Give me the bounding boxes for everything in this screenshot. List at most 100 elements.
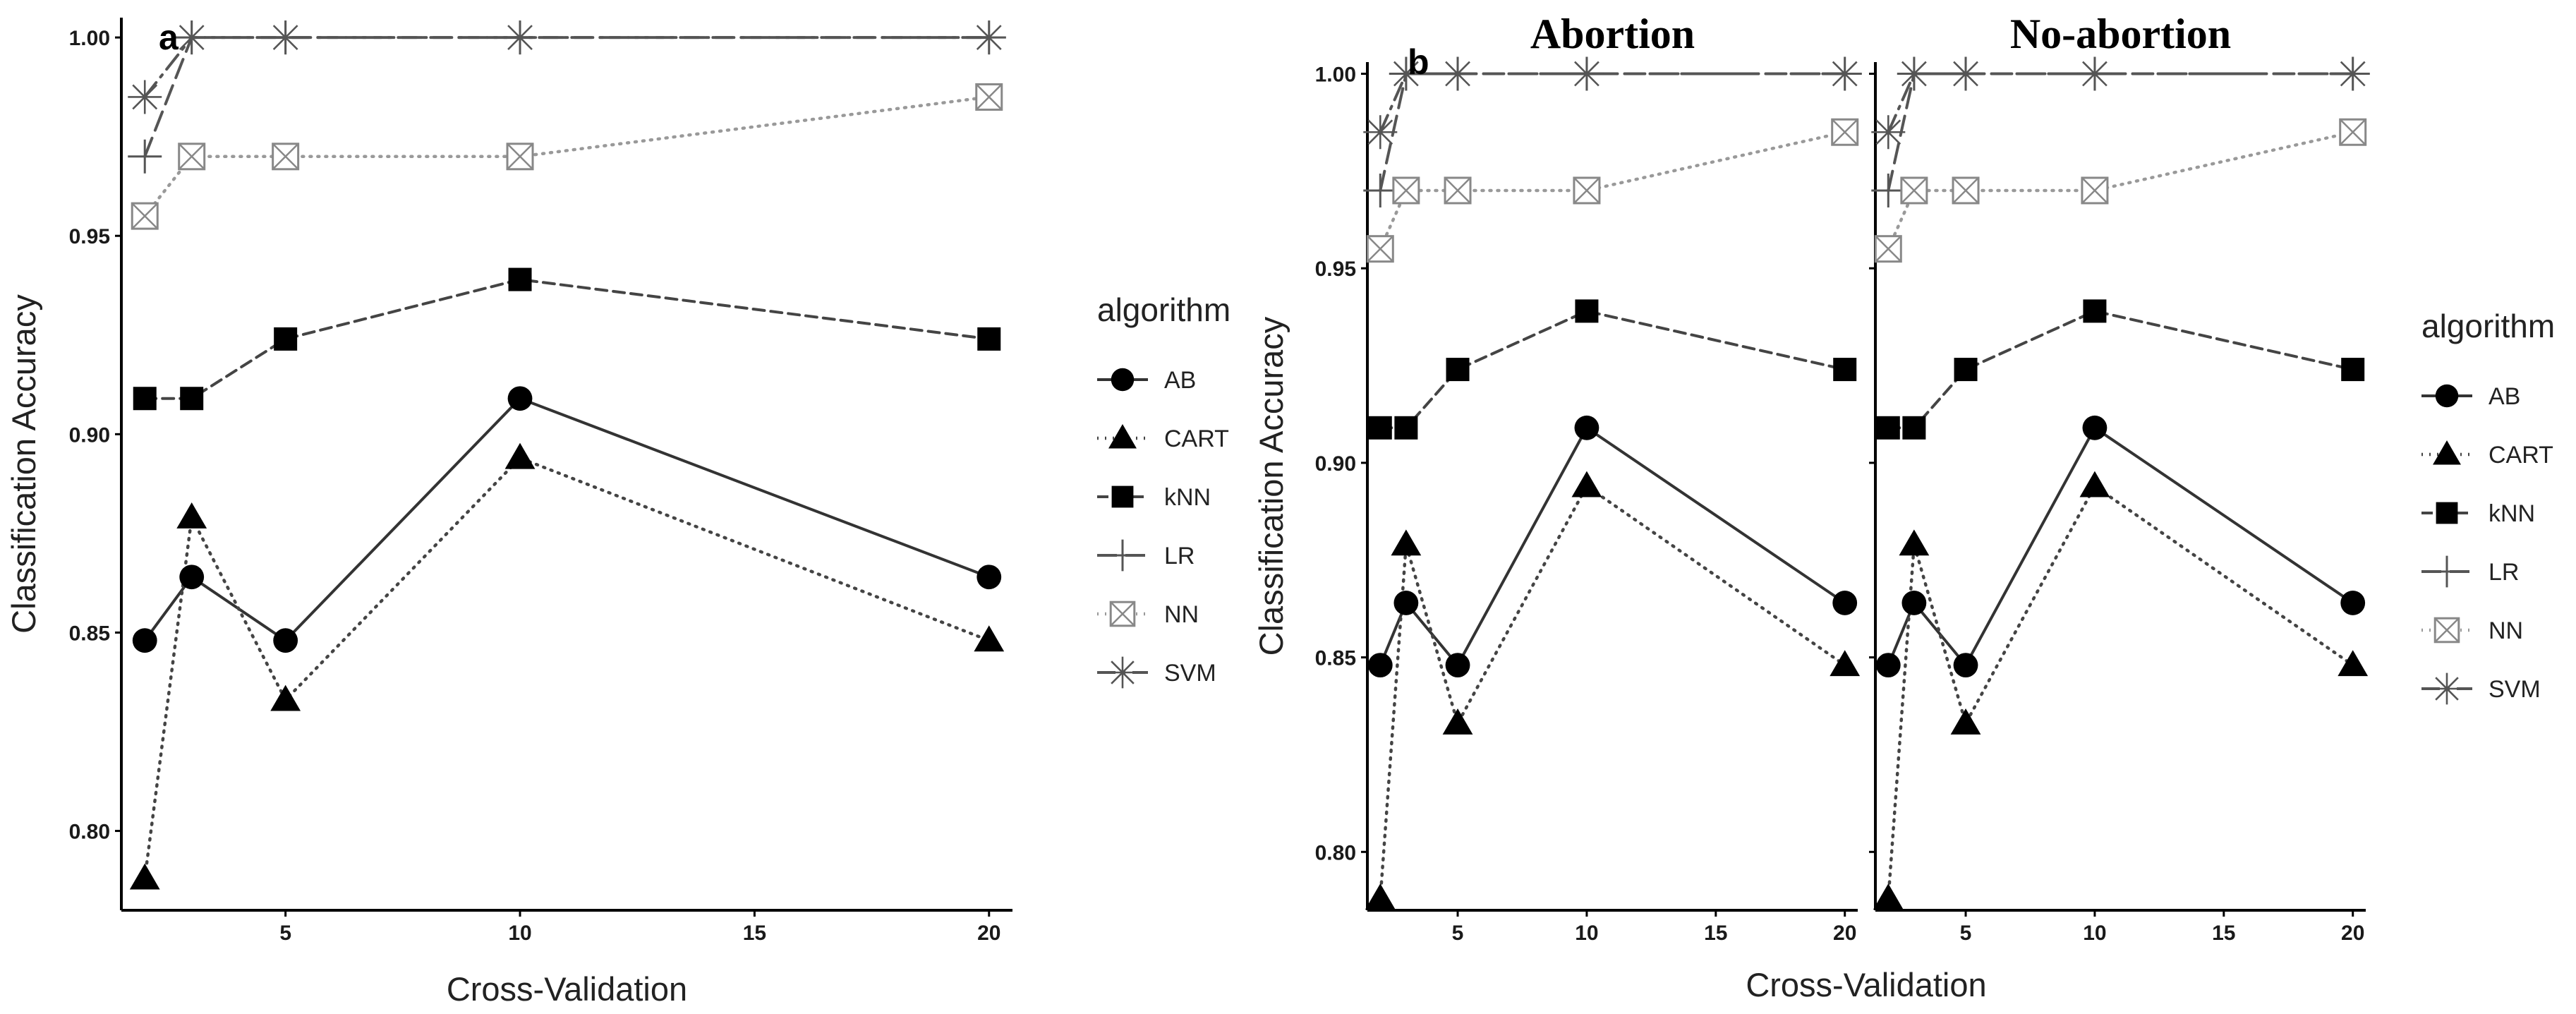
b2-point-svm — [2077, 56, 2112, 91]
b1-point-cart — [1391, 529, 1422, 556]
b1-point-svm — [1569, 56, 1604, 91]
b-legend-marker-svm-shape — [2431, 672, 2463, 705]
b2-x-tick-label: 15 — [2212, 922, 2235, 945]
a-point-nn — [272, 143, 300, 171]
b2-point-ab-shape — [1953, 653, 1978, 678]
b2-point-cart — [1950, 708, 1981, 735]
a-y-tick-label: 0.80 — [69, 821, 110, 844]
b2-point-svm-shape — [2335, 56, 2370, 91]
b2-point-knn — [1954, 358, 1978, 382]
b-legend-marker-knn — [2436, 502, 2458, 524]
b2-x-tick-label: 20 — [2341, 922, 2364, 945]
b1-point-knn-shape — [1575, 299, 1599, 323]
b-legend-title: algorithm — [2421, 308, 2555, 344]
b-facet-1: 5 10 15 20 0.80 0.85 0.90 0.95 1.00 Abortion — [1315, 11, 1862, 945]
b2-point-svm-shape — [1897, 56, 1931, 91]
b1-point-cart — [1365, 883, 1396, 910]
b-legend-key-svm — [2421, 672, 2472, 705]
a-point-cart — [129, 863, 160, 890]
b1-point-svm-shape — [1569, 56, 1604, 91]
a-point-ab — [132, 628, 157, 653]
b2-point-cart-shape — [2079, 471, 2110, 497]
b1-point-cart-shape — [1442, 708, 1473, 735]
b2-point-ab — [1875, 653, 1901, 678]
a-y-axis-title: Classification Accuracy — [5, 294, 42, 634]
a-point-svm-shape — [128, 80, 162, 114]
b-legend-label-ab: AB — [2489, 383, 2520, 410]
a-point-knn — [977, 327, 1001, 351]
b1-point-nn-cross — [1573, 177, 1600, 204]
b-facet-title-2: No-abortion — [2010, 11, 2231, 57]
b1-point-nn-cross — [1367, 235, 1394, 262]
b1-point-nn-cross — [1392, 177, 1420, 204]
b2-point-ab — [1953, 653, 1978, 678]
a-point-svm — [972, 20, 1006, 55]
b1-point-nn-cross — [1831, 119, 1858, 146]
b1-point-knn-shape — [1394, 416, 1418, 440]
b2-point-ab — [2340, 591, 2366, 615]
b-y-axis-title: Classification Accuracy — [1252, 316, 1290, 656]
a-point-ab — [273, 628, 298, 653]
b2-point-cart — [1873, 883, 1904, 910]
b2-point-cart — [1899, 529, 1930, 556]
b2-point-knn-shape — [1876, 416, 1900, 440]
a-point-cart-shape — [129, 863, 160, 890]
a-point-cart-shape — [974, 625, 1005, 652]
b-legend-marker-lr — [2431, 555, 2463, 588]
a-point-cart — [974, 625, 1005, 652]
a-line-lr — [143, 36, 991, 158]
b1-point-cart — [1830, 650, 1861, 677]
b-legend-marker-lr-shape — [2431, 555, 2463, 588]
b2-point-lr — [1871, 173, 1906, 207]
b2-point-svm — [1897, 56, 1931, 91]
b1-point-ab — [1574, 415, 1600, 440]
b2-point-svm — [1871, 115, 1906, 150]
b1-point-ab-shape — [1574, 415, 1600, 440]
b1-point-cart-shape — [1365, 883, 1396, 910]
b1-line-ab — [1379, 425, 1846, 668]
b1-y-tick-label: 0.95 — [1315, 258, 1356, 281]
a-point-ab — [507, 386, 533, 411]
b2-point-knn-shape — [2083, 299, 2107, 323]
a-point-nn — [506, 143, 534, 171]
b-legend-marker-knn-shape — [2436, 502, 2458, 524]
a-point-cart-shape — [270, 684, 301, 711]
b-legend-marker-cart-shape — [2433, 440, 2461, 465]
b2-line-cart — [1887, 483, 2354, 900]
b-legend-key-cart — [2421, 440, 2472, 465]
a-legend-key-cart — [1097, 424, 1148, 449]
b1-x-tick-label: 15 — [1704, 922, 1727, 945]
a-legend-key-svm — [1097, 656, 1148, 689]
a-legend-key-lr — [1097, 539, 1148, 572]
a-point-knn-shape — [180, 387, 204, 411]
b2-point-knn — [1876, 416, 1900, 440]
a-legend-title: algorithm — [1097, 291, 1230, 328]
a-point-ab-shape — [507, 386, 533, 411]
a-point-knn-shape — [977, 327, 1001, 351]
b1-point-ab — [1445, 653, 1470, 678]
panel-b-tag: b — [1408, 42, 1429, 82]
a-legend-marker-cart-shape — [1108, 424, 1137, 449]
a-legend-label-cart: CART — [1164, 425, 1229, 452]
b-legend-marker-ab-shape — [2435, 384, 2459, 408]
b2-point-ab-shape — [1875, 653, 1901, 678]
b1-point-nn — [1366, 235, 1394, 263]
a-point-svm-shape — [174, 20, 209, 55]
a-point-nn-cross — [178, 143, 205, 170]
b2-point-svm-shape — [1871, 115, 1906, 150]
b1-point-knn-shape — [1833, 358, 1857, 382]
b1-point-knn-shape — [1446, 358, 1470, 382]
a-legend-label-ab: AB — [1164, 367, 1196, 394]
b-legend-label-lr: LR — [2489, 559, 2519, 586]
b-legend-label-cart: CART — [2489, 442, 2553, 469]
panel-a: 5 10 15 20 0.80 0.85 0.90 0.95 1.00 a Classificati… — [5, 18, 1230, 1008]
b2-point-knn — [2341, 358, 2365, 382]
b1-y-tick-label: 0.80 — [1315, 841, 1356, 864]
a-legend-marker-knn — [1111, 485, 1134, 508]
a-legend-label-knn: kNN — [1164, 484, 1211, 511]
b1-point-cart-shape — [1571, 471, 1602, 497]
a-x-tick-label: 15 — [743, 922, 766, 945]
a-x-axis-title: Cross-Validation — [447, 970, 687, 1008]
b2-point-nn — [1874, 235, 1902, 263]
b1-point-nn — [1392, 176, 1420, 205]
